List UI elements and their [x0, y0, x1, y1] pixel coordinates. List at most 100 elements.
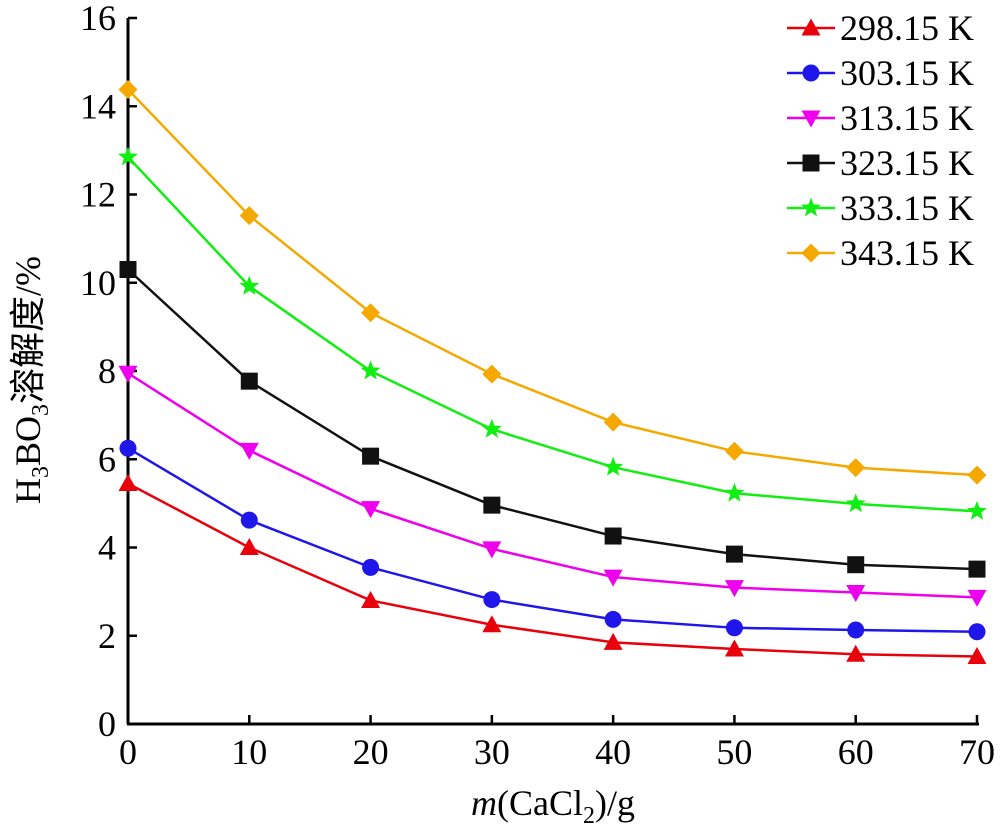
y-tick-label: 16 [80, 0, 116, 38]
data-point [239, 275, 260, 295]
data-point [968, 623, 986, 641]
legend-item: 333.15 K [787, 188, 974, 228]
data-point [239, 538, 259, 555]
data-point [240, 511, 258, 529]
data-point [361, 501, 381, 519]
data-point [847, 556, 865, 574]
x-tick-label: 50 [716, 732, 752, 772]
data-point [846, 644, 866, 662]
x-tick-label: 0 [119, 732, 137, 772]
series-line [127, 372, 978, 599]
legend-label: 298.15 K [840, 8, 974, 48]
data-point [239, 442, 259, 460]
x-tick-label: 10 [231, 732, 267, 772]
x-title-post: )/g [595, 783, 635, 823]
series-line [127, 447, 978, 634]
series-4 [118, 146, 987, 520]
x-title-italic: m [471, 783, 497, 823]
data-point [362, 447, 380, 465]
data-point [724, 441, 744, 461]
data-point [846, 585, 866, 603]
data-point [119, 439, 137, 457]
x-tick-label: 70 [959, 732, 995, 772]
x-title-sub: 2 [583, 803, 595, 829]
data-point [725, 619, 743, 637]
y-tick-label: 10 [80, 263, 116, 303]
y-title-pre: H [8, 478, 48, 504]
data-point [968, 560, 986, 578]
data-point [240, 372, 258, 390]
data-point [361, 303, 381, 323]
series-line [127, 88, 978, 477]
data-point [724, 639, 744, 657]
y-title-sub2: 3 [28, 404, 54, 416]
series-line [127, 268, 978, 571]
data-point [482, 364, 502, 384]
data-point [482, 615, 502, 633]
y-tick-label: 12 [80, 175, 116, 215]
legend: 298.15 K 303.15 K 313.15 K 323.15 K 333.15 K… [787, 8, 974, 273]
data-point [118, 146, 138, 166]
x-tick-label: 30 [474, 732, 510, 772]
y-tick-label: 4 [98, 528, 116, 568]
data-point [603, 412, 623, 432]
data-point [604, 527, 622, 545]
series-group [118, 79, 987, 664]
data-point [847, 621, 865, 639]
data-point [603, 632, 623, 650]
data-point [967, 465, 987, 485]
data-point [725, 545, 743, 563]
series-2 [118, 365, 987, 607]
data-point [802, 154, 820, 172]
data-point [724, 482, 745, 502]
data-point [603, 569, 623, 587]
data-point [603, 456, 624, 476]
legend-label: 313.15 K [840, 98, 974, 138]
data-point [481, 418, 502, 438]
data-point [801, 110, 821, 128]
data-point [724, 580, 744, 598]
y-tick-label: 0 [98, 704, 116, 744]
data-point [362, 558, 380, 576]
y-title-sub1: 3 [28, 466, 54, 478]
legend-item: 343.15 K [787, 233, 974, 273]
series-0 [118, 474, 987, 664]
data-point [802, 64, 820, 82]
legend-label: 343.15 K [840, 233, 974, 273]
legend-item: 323.15 K [787, 143, 974, 183]
y-axis-title: H3BO3溶解度/% [8, 256, 54, 504]
data-point [967, 500, 987, 520]
legend-label: 333.15 K [840, 188, 974, 228]
x-tick-label: 40 [595, 732, 631, 772]
data-point [361, 590, 381, 608]
y-title-post: 溶解度/% [8, 256, 48, 404]
y-tick-label: 8 [98, 351, 116, 391]
series-1 [119, 439, 986, 641]
legend-item: 303.15 K [787, 53, 974, 93]
legend-label: 303.15 K [840, 53, 974, 93]
data-point [801, 18, 821, 36]
x-tick-label: 20 [353, 732, 389, 772]
y-tick-label: 6 [98, 439, 116, 479]
data-point [118, 79, 138, 99]
legend-label: 323.15 K [840, 143, 974, 183]
data-point [604, 610, 622, 628]
data-point [482, 541, 502, 559]
data-point [360, 360, 381, 380]
legend-item: 313.15 K [787, 98, 974, 138]
data-point [483, 591, 501, 609]
series-line [127, 156, 978, 513]
ticks: 0 2 4 6 8 10 12 14 16 0 10 20 30 40 50 60 70 [80, 0, 995, 772]
data-point [239, 206, 259, 226]
legend-item: 298.15 K [787, 8, 974, 48]
data-point [845, 493, 866, 513]
x-axis-title: m(CaCl2)/g [471, 783, 635, 829]
data-point [483, 496, 501, 514]
y-title-mid: BO [8, 416, 48, 466]
y-tick-label: 2 [98, 616, 116, 656]
data-point [846, 458, 866, 478]
x-title-pre: (CaCl [497, 783, 583, 823]
data-point [967, 589, 987, 607]
